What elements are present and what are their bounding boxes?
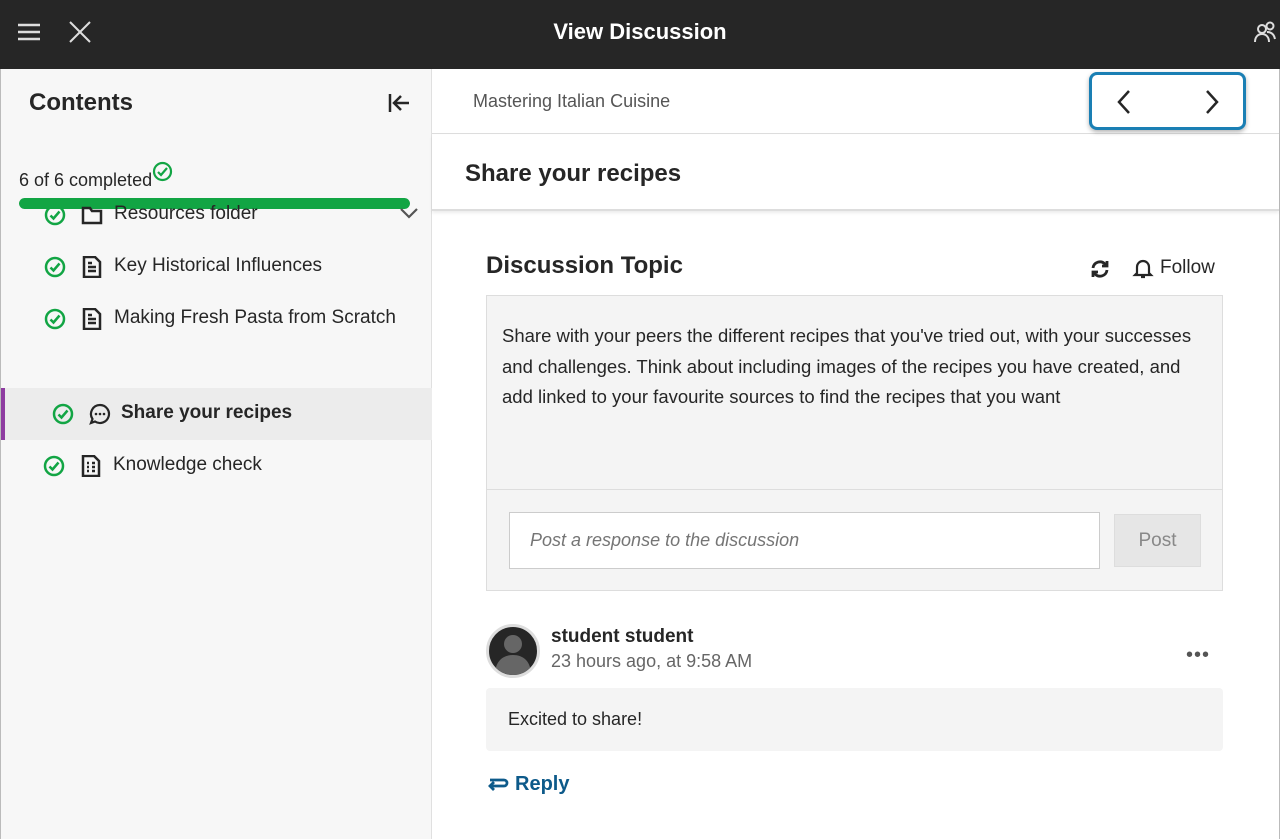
folder-icon [81, 206, 103, 225]
post-button[interactable]: Post [1114, 514, 1201, 567]
sidebar-item-resources-folder[interactable]: Resources folder [1, 189, 432, 241]
check-circle-icon [44, 256, 66, 278]
more-options-icon[interactable]: ••• [1186, 644, 1211, 666]
previous-item-button[interactable] [1114, 89, 1134, 115]
document-icon [82, 308, 102, 330]
follow-button[interactable]: Follow [1132, 257, 1215, 279]
reply-icon [488, 778, 509, 791]
page-title-bar: Share your recipes [432, 135, 1279, 211]
check-circle-icon [44, 308, 66, 330]
post-text: Excited to share! [508, 709, 643, 729]
chevron-down-icon[interactable] [399, 206, 419, 220]
page-title: Share your recipes [465, 160, 682, 187]
sidebar-item-making-fresh-pasta[interactable]: Making Fresh Pasta from Scratch [1, 293, 432, 345]
close-icon[interactable] [68, 20, 92, 49]
topic-body: Share with your peers the different reci… [502, 325, 1192, 407]
sidebar-item-label: Share your recipes [121, 402, 293, 423]
sidebar-item-label: Key Historical Influences [114, 255, 323, 276]
check-circle-icon [52, 403, 74, 425]
top-bar: View Discussion [0, 0, 1280, 69]
hamburger-icon[interactable] [17, 20, 41, 49]
breadcrumb-course[interactable]: Mastering Italian Cuisine [473, 91, 671, 111]
sidebar-item-label: Resources folder [114, 203, 258, 224]
post-timestamp: 23 hours ago, at 9:58 AM [551, 651, 753, 671]
avatar [486, 624, 540, 678]
bell-icon [1132, 259, 1154, 279]
progress-text: 6 of 6 completed [19, 161, 173, 191]
contents-sidebar: Contents 6 of 6 completed Resources fold… [0, 69, 432, 839]
collapse-sidebar-icon[interactable] [387, 91, 411, 120]
people-icon[interactable] [1253, 20, 1277, 49]
post-message: Excited to share! [486, 688, 1223, 751]
reply-button[interactable]: Reply [486, 773, 569, 796]
progress-bar [19, 198, 410, 209]
check-circle-icon [152, 161, 173, 182]
discussion-topic-heading: Discussion Topic [486, 252, 683, 279]
item-navigation [1089, 72, 1246, 130]
user-silhouette-icon [495, 635, 531, 675]
breadcrumb: Mastering Italian Cuisine [432, 69, 1279, 134]
page-header-title: View Discussion [553, 19, 727, 44]
discussion-topic-box: Share with your peers the different reci… [486, 295, 1223, 591]
refresh-icon[interactable] [1089, 258, 1111, 280]
check-circle-icon [44, 204, 66, 226]
discussion-icon [89, 403, 111, 425]
sidebar-title: Contents [29, 89, 133, 116]
follow-label: Follow [1160, 257, 1215, 278]
sidebar-item-share-your-recipes[interactable]: Share your recipes [1, 388, 432, 440]
response-input[interactable] [509, 512, 1100, 569]
divider [487, 489, 1222, 490]
sidebar-item-label: Making Fresh Pasta from Scratch [114, 307, 396, 328]
main-content: Mastering Italian Cuisine Share your rec… [432, 69, 1280, 839]
next-item-button[interactable] [1202, 89, 1222, 115]
sidebar-item-key-historical-influences[interactable]: Key Historical Influences [1, 241, 432, 293]
reply-label: Reply [515, 773, 570, 795]
post-author: student student [551, 626, 694, 647]
document-icon [82, 256, 102, 278]
